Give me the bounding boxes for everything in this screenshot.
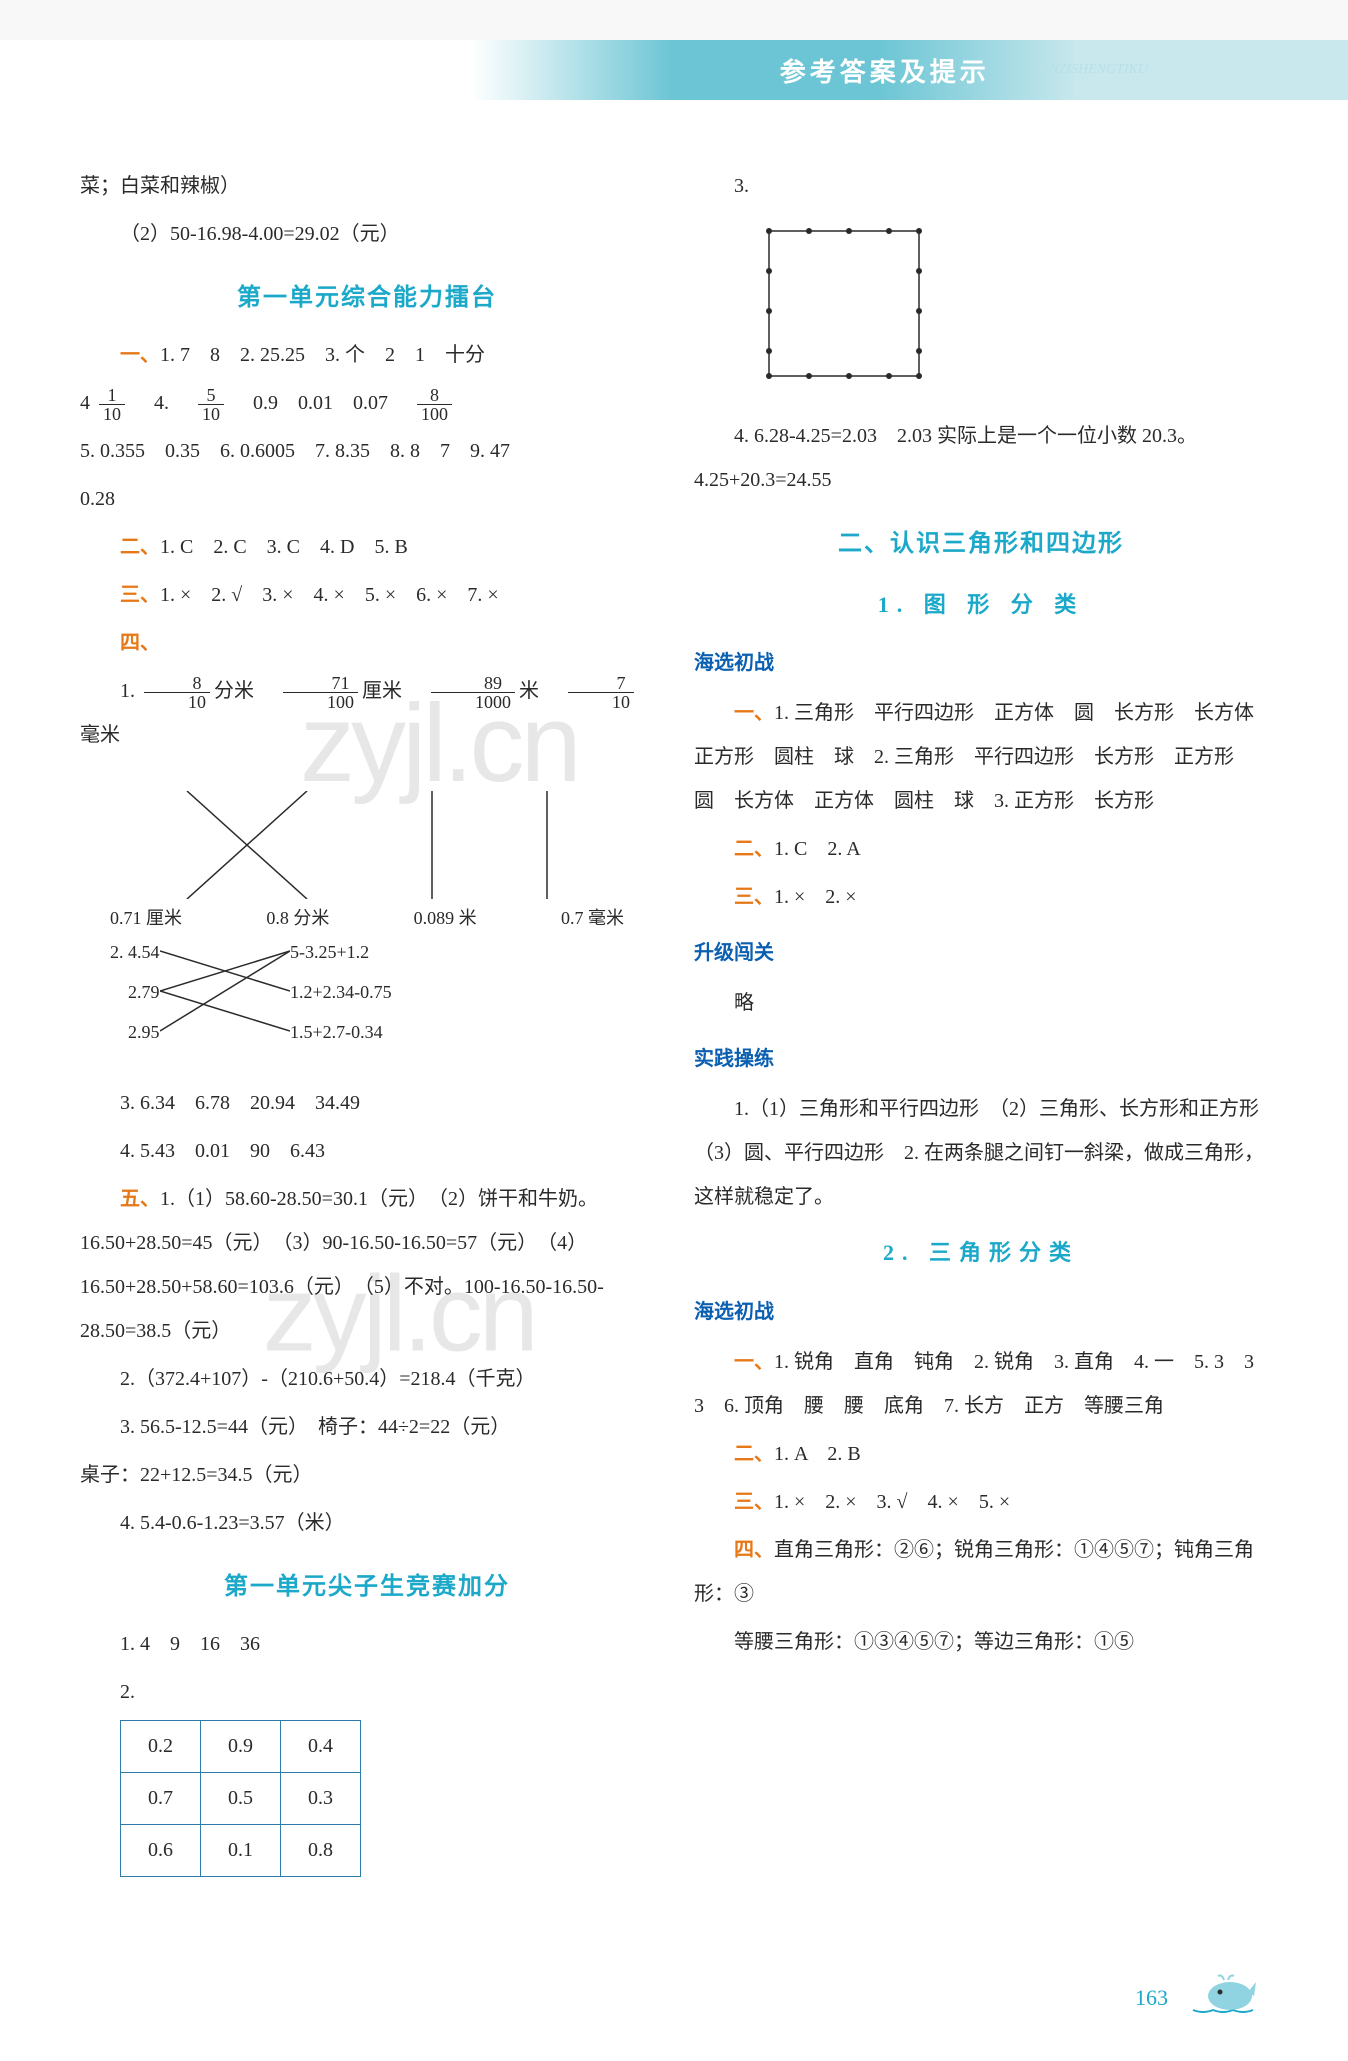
sec2: 二、1. C 2. C 3. C 4. D 5. B (80, 525, 654, 569)
q1-top: 1. 810分米 71100厘米 891000米 710毫米 (80, 669, 654, 757)
header-pinyin: JIANZISHENGTIKU (1030, 62, 1148, 78)
match-lines-1-icon (110, 791, 624, 899)
sec5-2: 2.（372.4+107）-（210.6+50.4）=218.4（千克） (80, 1357, 654, 1401)
dotted-square-figure (754, 216, 1268, 402)
r-q3-label: 3. (694, 164, 1268, 208)
hxB2: 二、1. A 2. B (694, 1432, 1268, 1476)
matching-diagram-1: 0.71 厘米 0.8 分米 0.089 米 0.7 毫米 (110, 765, 624, 925)
left-column: 菜；白菜和辣椒） （2）50-16.98-4.00=29.02（元） 第一单元综… (80, 160, 654, 1883)
hxB1: 一、1. 锐角 直角 钝角 2. 锐角 3. 直角 4. 一 5. 3 3 3 … (694, 1340, 1268, 1428)
frac-8-100: 8100 (417, 386, 452, 423)
q4: 4. 5.43 0.01 90 6.43 (80, 1129, 654, 1173)
bonus-2-label: 2. (80, 1670, 654, 1714)
table-row: 0.70.50.3 (121, 1772, 361, 1824)
sj1: 1.（1）三角形和平行四边形 （2）三角形、长方形和正方形 （3）圆、平行四边形… (694, 1087, 1268, 1219)
haixuan-2: 海选初战 (694, 1290, 1268, 1334)
sec5-3b: 桌子：22+12.5=34.5（元） (80, 1453, 654, 1497)
right-column: 3. 4. 6.28-4.25=2.03 2.03 实际上是一个一位小数 20.… (694, 160, 1268, 1883)
bonus-title: 第一单元尖子生竞赛加分 (80, 1561, 654, 1614)
hx2: 二、1. C 2. A (694, 827, 1268, 871)
header-title: 参考答案及提示 (780, 52, 990, 89)
opening-line-1: 菜；白菜和辣椒） (80, 164, 654, 208)
shijian: 实践操练 (694, 1037, 1268, 1081)
number-table: 0.20.90.4 0.70.50.3 0.60.10.8 (120, 1720, 361, 1877)
hx3: 三、1. × 2. × (694, 875, 1268, 919)
page-number: 163 (1135, 1985, 1168, 2011)
sec5-3: 3. 56.5-12.5=44（元） 椅子：44÷2=22（元） (80, 1405, 654, 1449)
sec1-line-c: 5. 0.355 0.35 6. 0.6005 7. 8.35 8. 8 7 9… (80, 429, 654, 473)
sec1-line-a: 一、1. 7 8 2. 25.25 3. 个 2 1 十分 (80, 333, 654, 377)
table-row: 0.20.90.4 (121, 1720, 361, 1772)
matching-diagram-2: 2. 4.54 2.79 2.95 5-3.25+1.2 1.2+2.34-0.… (90, 933, 644, 1073)
page: 参考答案及提示 JIANZISHENGTIKU zyjl.cn zyjl.cn … (0, 40, 1348, 2061)
content-columns: 菜；白菜和辣椒） （2）50-16.98-4.00=29.02（元） 第一单元综… (0, 100, 1348, 1923)
dotted-square-icon (754, 216, 934, 386)
table-row: 0.60.10.8 (121, 1824, 361, 1876)
header-banner: 参考答案及提示 JIANZISHENGTIKU (0, 40, 1348, 100)
sec3: 三、1. × 2. √ 3. × 4. × 5. × 6. × 7. × (80, 573, 654, 617)
hx1: 一、1. 三角形 平行四边形 正方体 圆 长方形 长方体 正方形 圆柱 球 2.… (694, 691, 1268, 823)
match-lines-2-icon (160, 941, 290, 1061)
opening-line-2: （2）50-16.98-4.00=29.02（元） (80, 212, 654, 256)
hxB3: 三、1. × 2. × 3. √ 4. × 5. × (694, 1480, 1268, 1524)
sec5-4: 4. 5.4-0.6-1.23=3.57（米） (80, 1501, 654, 1545)
hxB4: 四、直角三角形：②⑥；锐角三角形：①④⑤⑦；钝角三角形：③ (694, 1528, 1268, 1616)
subsection-2: 2. 三角形分类 (694, 1229, 1268, 1277)
sec1-line-d: 0.28 (80, 477, 654, 521)
sec1-line-b: 4 110 4. 510 0.9 0.01 0.07 8100 (80, 381, 654, 425)
sec4: 四、 (80, 621, 654, 665)
whale-icon (1188, 1970, 1258, 2023)
q3: 3. 6.34 6.78 20.94 34.49 (80, 1081, 654, 1125)
shengji: 升级闯关 (694, 931, 1268, 975)
sec5-1: 五、1.（1）58.60-28.50=30.1（元） （2）饼干和牛奶。16.5… (80, 1177, 654, 1353)
frac-1-10: 110 (99, 386, 125, 423)
frac-5-10: 510 (198, 386, 224, 423)
r-p4: 4. 6.28-4.25=2.03 2.03 实际上是一个一位小数 20.3。 … (694, 414, 1268, 502)
hxB4b: 等腰三角形：①③④⑤⑦；等边三角形：①⑤ (694, 1620, 1268, 1664)
subsection-1: 1. 图 形 分 类 (694, 581, 1268, 629)
bonus-1: 1. 4 9 16 36 (80, 1622, 654, 1666)
haixuan-1: 海选初战 (694, 641, 1268, 685)
sg-body: 略 (694, 981, 1268, 1025)
unit-title: 第一单元综合能力擂台 (80, 272, 654, 325)
label-one: 一、 (120, 344, 160, 366)
big-title-2: 二、认识三角形和四边形 (694, 518, 1268, 571)
